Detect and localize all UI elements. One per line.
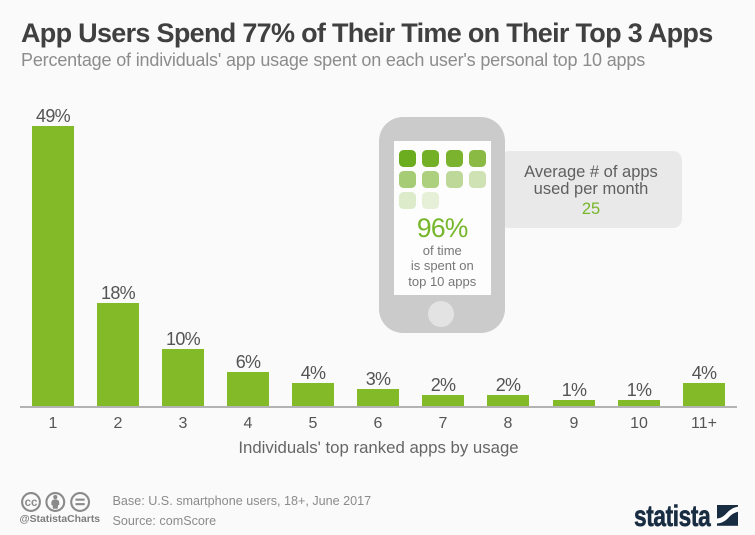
- svg-text:cc: cc: [25, 497, 38, 509]
